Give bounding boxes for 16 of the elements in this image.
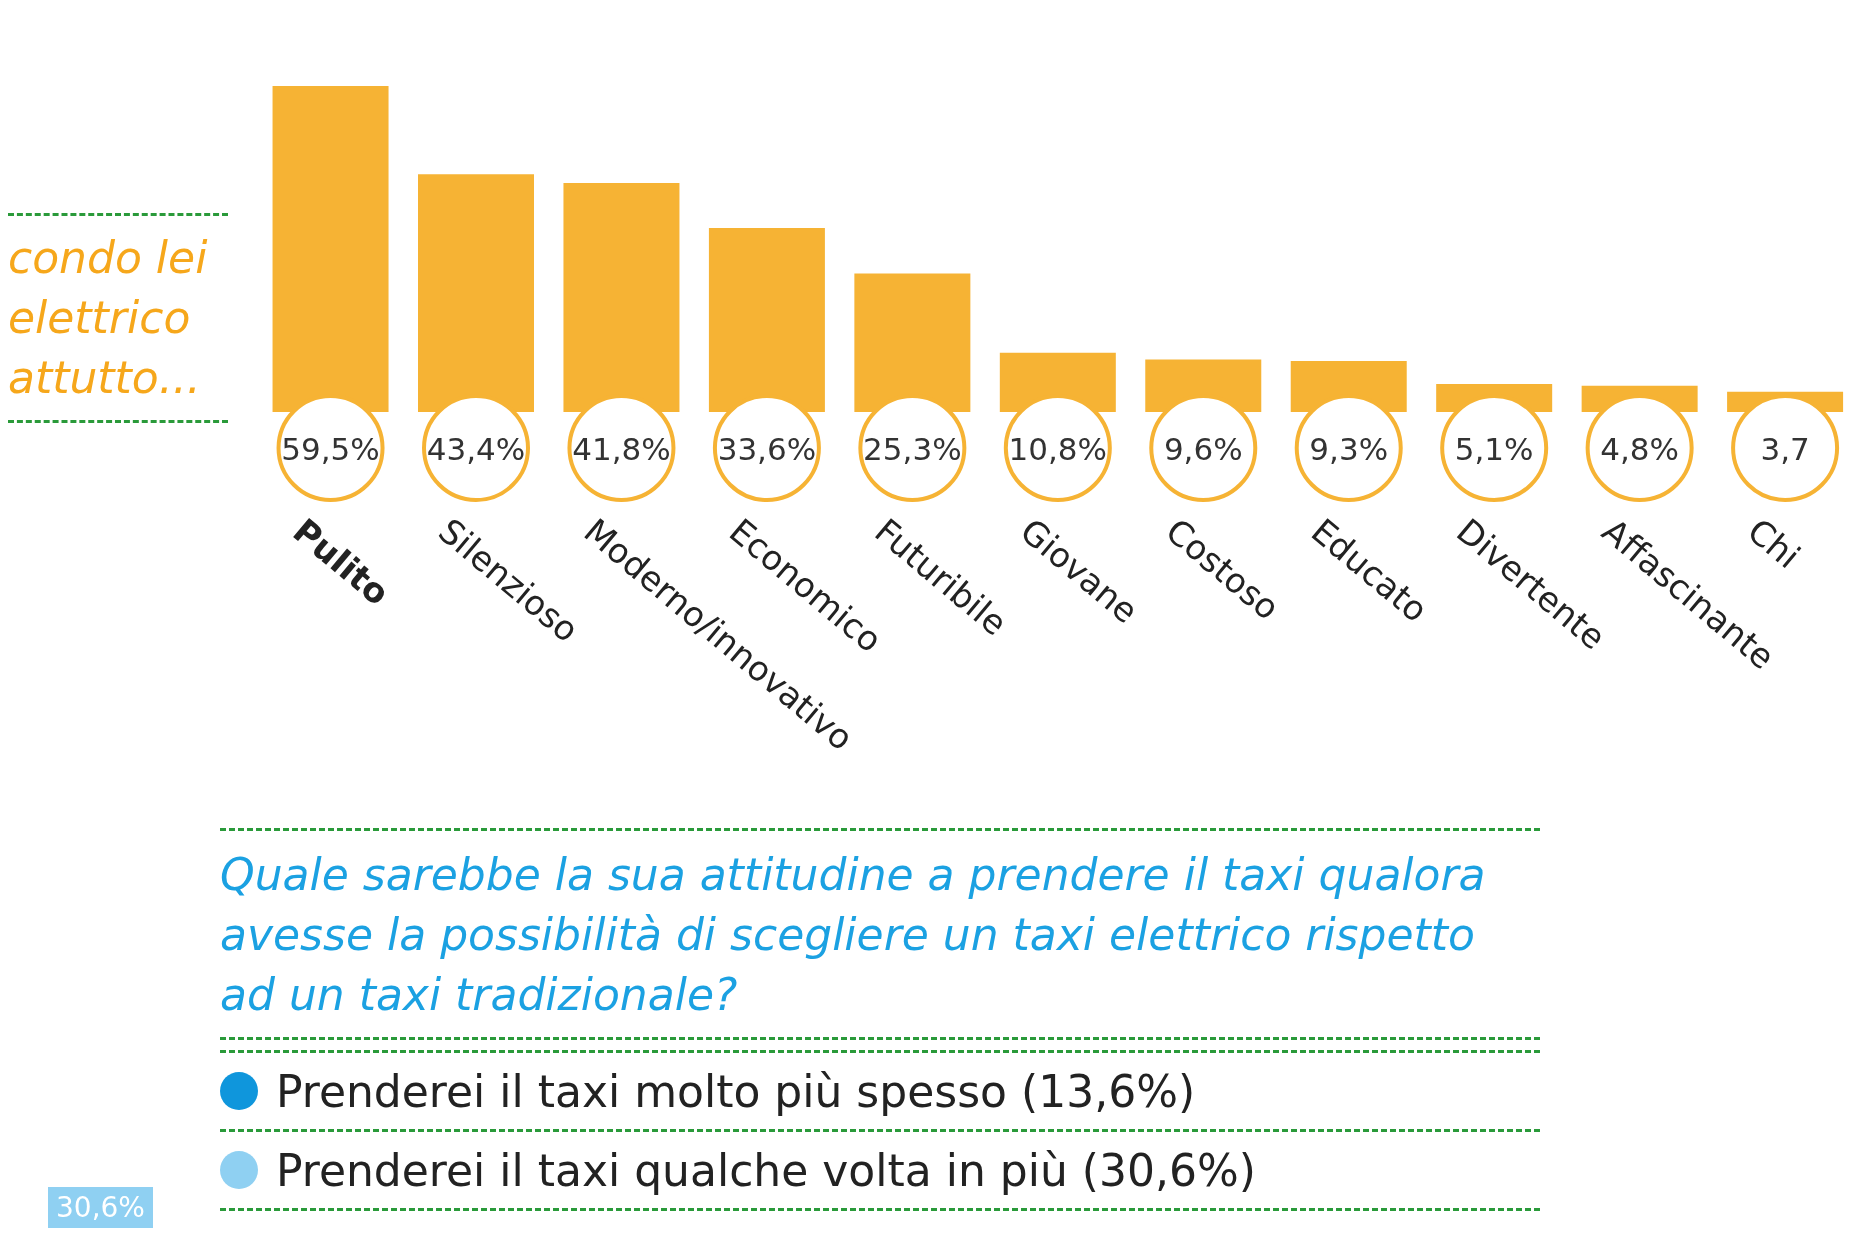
category-label: Prenderei il taxi molto più spesso (13,6%) [276, 1065, 1196, 1117]
data-label: 41,8% [572, 431, 671, 467]
data-label: 43,4% [426, 431, 526, 467]
data-label: 5,1% [1454, 431, 1534, 467]
data-label: 3,7 [1760, 431, 1810, 467]
data-label: 4,8% [1600, 431, 1680, 467]
text: Quale sarebbe la sua attitudine a prendere il taxi qualora avesse la possibilità di scegliere un taxi elettrico rispetto ad un taxi tradizionale? [220, 848, 1487, 1022]
data-label: 33,6% [717, 431, 817, 467]
text: 30,6% [56, 1191, 145, 1224]
data-label: 10,8% [1008, 431, 1108, 467]
category-label: Prenderei il taxi qualche volta in più (30,6%) [276, 1144, 1256, 1196]
data-label: 9,6% [1163, 431, 1243, 467]
data-label: 59,5% [281, 431, 380, 467]
data-label: 25,3% [863, 431, 962, 467]
text: condo lei elettrico attutto... [8, 231, 209, 405]
data-label: 9,3% [1309, 431, 1389, 467]
